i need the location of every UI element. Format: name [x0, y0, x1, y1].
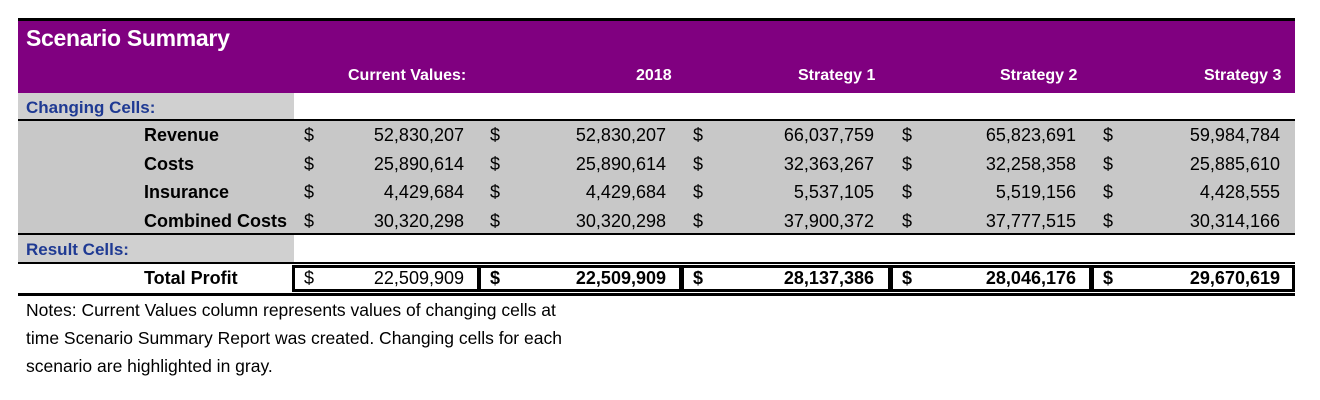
col-header-2018: 2018 [636, 67, 672, 84]
value-cell: 37,900,372 [783, 210, 874, 231]
notes-line: Notes: Current Values column represents … [26, 300, 556, 320]
currency-symbol: $ [490, 153, 501, 174]
notes-line: scenario are highlighted in gray. [26, 356, 273, 376]
total-value: 22,509,909 [575, 268, 666, 288]
value-cell: 32,258,358 [985, 153, 1076, 174]
changing-cells-label: Changing Cells: [18, 93, 294, 122]
currency-symbol: $ [1103, 182, 1114, 202]
value-cell: 4,428,555 [1199, 182, 1280, 202]
total-cell-box [478, 265, 682, 292]
currency-symbol: $ [1103, 268, 1114, 288]
total-value: 22,509,909 [373, 268, 464, 288]
bottom-border [18, 293, 1295, 296]
result-cells-row: Result Cells: [18, 235, 1295, 264]
total-value: 28,046,176 [985, 268, 1076, 288]
value-cell: 4,429,684 [585, 182, 666, 202]
report-title: Scenario Summary [26, 25, 230, 51]
value-cell: 25,885,610 [1189, 153, 1280, 174]
scenario-summary-sheet: Scenario Summary Current Values: 2018 St… [18, 18, 1295, 296]
currency-symbol: $ [902, 153, 913, 174]
currency-symbol: $ [902, 210, 913, 231]
currency-symbol: $ [304, 182, 315, 202]
data-row: Revenue $52,830,207 $52,830,207 $66,037,759… [18, 121, 1295, 150]
currency-symbol: $ [490, 125, 501, 145]
data-row: Costs $25,890,614 $25,890,614 $32,363,267 $3… [18, 150, 1295, 179]
total-value: 29,670,619 [1189, 268, 1280, 288]
currency-symbol: $ [490, 268, 501, 288]
value-cell: 59,984,784 [1189, 125, 1280, 145]
currency-symbol: $ [902, 268, 913, 288]
value-cell: 4,429,684 [383, 182, 464, 202]
value-cell: 25,890,614 [575, 153, 666, 174]
changing-cells-row: Changing Cells: [18, 93, 1295, 122]
currency-symbol: $ [1103, 210, 1114, 231]
value-cell: 5,537,105 [793, 182, 874, 202]
changing-cells-block: Revenue $52,830,207 $52,830,207 $66,037,759… [18, 121, 1295, 235]
value-cell: 25,890,614 [373, 153, 464, 174]
currency-symbol: $ [693, 210, 704, 231]
value-cell: 37,777,515 [985, 210, 1076, 231]
value-cell: 66,037,759 [783, 125, 874, 145]
row-label: Costs [144, 153, 195, 174]
row-label: Insurance [144, 182, 230, 202]
divider [18, 119, 1295, 121]
currency-symbol: $ [304, 210, 315, 231]
total-profit-row: Total Profit $22,509,909 $22,509,909 $28,1… [18, 264, 1295, 293]
currency-symbol: $ [304, 268, 315, 288]
col-header-strategy-1: Strategy 1 [798, 67, 876, 84]
title-band: Scenario Summary Current Values: 2018 St… [18, 18, 1295, 93]
total-cell-box [890, 265, 1092, 292]
row-label: Total Profit [144, 268, 238, 288]
divider [18, 262, 1295, 264]
notes: Notes: Current Values column represents … [26, 296, 666, 380]
total-cell-box [681, 265, 891, 292]
result-cells-label: Result Cells: [18, 235, 294, 264]
value-cell: 5,519,156 [995, 182, 1076, 202]
currency-symbol: $ [693, 125, 704, 145]
currency-symbol: $ [902, 182, 913, 202]
currency-symbol: $ [304, 125, 315, 145]
currency-symbol: $ [1103, 125, 1114, 145]
currency-symbol: $ [1103, 153, 1114, 174]
value-cell: 30,314,166 [1189, 210, 1280, 231]
data-row: Combined Costs $30,320,298 $30,320,298 $37,… [18, 207, 1295, 236]
currency-symbol: $ [490, 182, 501, 202]
total-value: 28,137,386 [783, 268, 874, 288]
total-cell-box [1091, 265, 1295, 292]
value-cell: 52,830,207 [373, 125, 464, 145]
col-header-strategy-2: Strategy 2 [1000, 67, 1078, 84]
data-row: Insurance $4,429,684 $4,429,684 $5,537,105 $… [18, 178, 1295, 207]
value-cell: 32,363,267 [783, 153, 874, 174]
row-label: Combined Costs [144, 210, 288, 231]
value-cell: 30,320,298 [575, 210, 666, 231]
currency-symbol: $ [304, 153, 315, 174]
row-label: Revenue [144, 125, 220, 145]
currency-symbol: $ [693, 268, 704, 288]
value-cell: 52,830,207 [575, 125, 666, 145]
value-cell: 30,320,298 [373, 210, 464, 231]
col-header-current: Current Values: [348, 67, 467, 84]
col-header-strategy-3: Strategy 3 [1204, 67, 1282, 84]
divider [18, 233, 1295, 235]
currency-symbol: $ [693, 153, 704, 174]
value-cell: 65,823,691 [985, 125, 1076, 145]
currency-symbol: $ [902, 125, 913, 145]
currency-symbol: $ [693, 182, 704, 202]
currency-symbol: $ [490, 210, 501, 231]
notes-line: time Scenario Summary Report was created… [26, 328, 562, 348]
